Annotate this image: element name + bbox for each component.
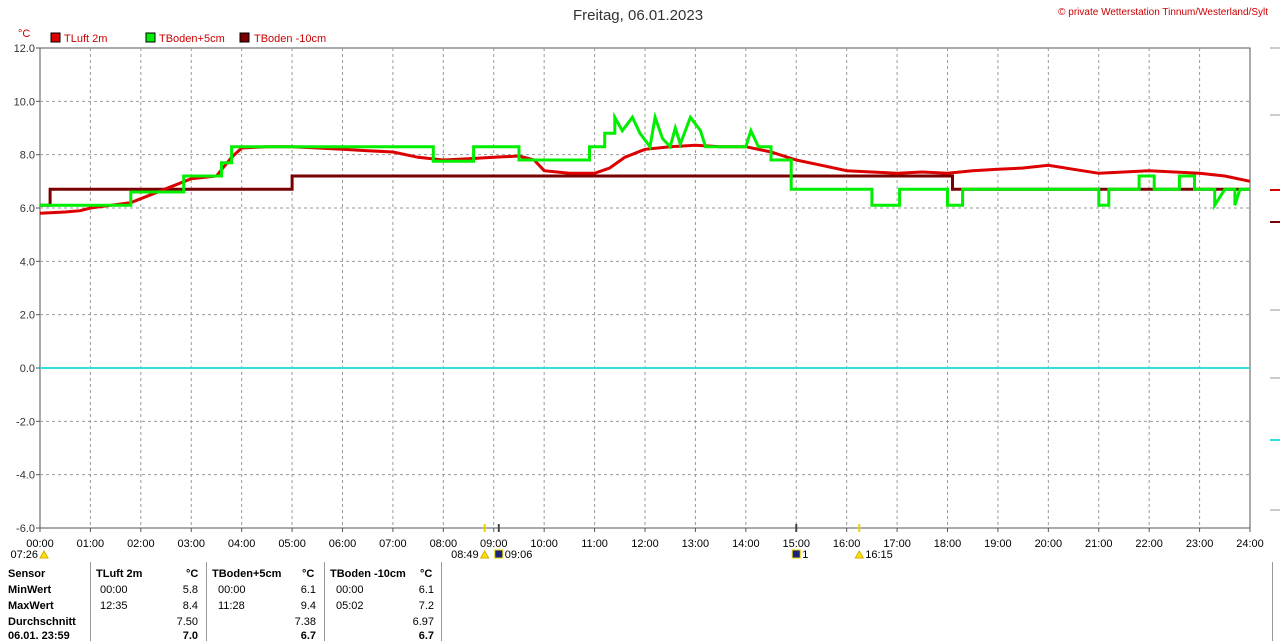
x-tick-label: 17:00 [883, 538, 911, 550]
stats-row-label: 06.01. 23:59 [8, 630, 70, 642]
x-axis: 00:00 01:00 02:00 03:00 04:00 05:00 06:00 07:00… [26, 528, 1264, 550]
stats-row-label: MinWert [8, 584, 52, 596]
x-tick-label: 10:00 [530, 538, 558, 550]
x-tick-label: 15:00 [782, 538, 810, 550]
sun-icon [479, 549, 490, 559]
y-tick-label: -2.0 [16, 416, 35, 428]
sun-moon-events: 07:26 08:49 09:06 1 16:15 [10, 524, 893, 561]
event-label: 16:15 [865, 549, 893, 561]
x-tick-label: 08:00 [430, 538, 458, 550]
stats-tb5-avg: 7.38 [294, 616, 316, 628]
x-tick-label: 16:00 [833, 538, 861, 550]
stats-header-sensor: Sensor [8, 568, 46, 580]
y-axis: 12.0 10.0 8.0 6.0 4.0 2.0 0.0 -2.0 -4.0 -6.0 [14, 43, 40, 535]
x-tick-label: 07:00 [379, 538, 407, 550]
legend-label-tluft: TLuft 2m [64, 33, 107, 45]
stats-tb10-current: 6.7 [418, 630, 434, 642]
stats-header-tluft: TLuft 2m [96, 568, 143, 580]
y-tick-label: 8.0 [20, 150, 35, 162]
x-tick-label: 02:00 [127, 538, 155, 550]
y-tick-label: 4.0 [20, 256, 35, 268]
y-tick-label: 2.0 [20, 310, 35, 322]
y-tick-label: -4.0 [16, 470, 35, 482]
series-line-1 [40, 111, 1250, 211]
stats-tluft-avg: 7.50 [176, 616, 198, 628]
sun-icon [854, 549, 865, 559]
x-tick-label: 18:00 [934, 538, 962, 550]
x-tick-label: 23:00 [1186, 538, 1214, 550]
legend-swatch-tboden5 [145, 32, 156, 43]
stats-tb10-avg: 6.97 [412, 616, 434, 628]
stats-header-tboden10: TBoden -10cm [330, 568, 406, 580]
stats-header-unit: °C [302, 568, 315, 580]
x-tick-label: 14:00 [732, 538, 760, 550]
x-tick-label: 19:00 [984, 538, 1012, 550]
y-tick-label: 12.0 [14, 43, 35, 55]
stats-header-unit: °C [186, 568, 199, 580]
grid [40, 48, 1250, 528]
stats-divider [206, 562, 207, 641]
stats-tb5-max: 9.4 [300, 600, 316, 612]
x-tick-label: 00:00 [26, 538, 54, 550]
x-tick-label: 12:00 [631, 538, 659, 550]
series-lines [39, 111, 1251, 215]
y-tick-label: -6.0 [16, 523, 35, 535]
series-line-2 [40, 174, 1250, 207]
y-unit-label: °C [18, 28, 30, 40]
stats-header-tboden5: TBoden+5cm [212, 568, 282, 580]
stats-header-unit: °C [420, 568, 433, 580]
legend-label-tboden10: TBoden -10cm [254, 33, 326, 45]
legend-swatch-tluft [50, 32, 61, 43]
statistics-table: Sensor MinWert MaxWert Durchschnitt 06.0… [0, 562, 1280, 642]
moon-icon [791, 549, 801, 559]
event-label: 09:06 [505, 549, 533, 561]
stats-right-edge [1272, 562, 1273, 641]
stats-tluft-max-time: 12:35 [100, 600, 128, 612]
legend: TLuft 2m TBoden+5cm TBoden -10cm [50, 32, 326, 45]
stats-tb5-max-time: 11:28 [218, 600, 245, 612]
stats-tb10-max: 7.2 [418, 600, 434, 612]
stats-divider [441, 562, 442, 641]
x-tick-label: 11:00 [581, 538, 608, 550]
x-tick-label: 09:00 [480, 538, 508, 550]
x-tick-label: 04:00 [228, 538, 256, 550]
stats-row-label: Durchschnitt [8, 616, 76, 628]
y-tick-label: 10.0 [14, 96, 35, 108]
y-tick-label: 6.0 [20, 203, 35, 215]
stats-tluft-min: 5.8 [182, 584, 198, 596]
x-tick-label: 24:00 [1236, 538, 1264, 550]
stats-tluft-current: 7.0 [182, 630, 198, 642]
legend-swatch-tboden10 [239, 32, 250, 43]
event-label: 1 [802, 549, 808, 561]
x-tick-label: 05:00 [278, 538, 306, 550]
x-tick-label: 03:00 [177, 538, 205, 550]
stats-tb10-min: 6.1 [418, 584, 434, 596]
x-tick-label: 06:00 [329, 538, 357, 550]
chart-title: Freitag, 06.01.2023 [573, 7, 703, 24]
event-label: 07:26 [10, 549, 38, 561]
stats-tb5-min: 6.1 [300, 584, 316, 596]
x-tick-label: 01:00 [77, 538, 105, 550]
copyright-text: © private Wetterstation Tinnum/Westerlan… [1058, 7, 1268, 18]
y-tick-label: 0.0 [20, 363, 35, 375]
stats-divider [90, 562, 91, 641]
stats-tluft-min-time: 00:00 [100, 584, 128, 596]
stats-tb10-min-time: 00:00 [336, 584, 364, 596]
stats-tb5-current: 6.7 [300, 630, 316, 642]
x-tick-label: 22:00 [1135, 538, 1163, 550]
stats-tb10-max-time: 05:02 [336, 600, 364, 612]
sun-icon [39, 549, 49, 559]
x-tick-label: 20:00 [1035, 538, 1063, 550]
x-tick-label: 21:00 [1085, 538, 1113, 550]
stats-tb5-min-time: 00:00 [218, 584, 246, 596]
moon-icon [494, 549, 504, 559]
temperature-chart: Freitag, 06.01.2023 © private Wetterstat… [10, 7, 1280, 561]
stats-divider [324, 562, 325, 641]
right-edge-markers [1270, 47, 1280, 511]
legend-label-tboden5: TBoden+5cm [159, 33, 225, 45]
stats-tluft-max: 8.4 [182, 600, 198, 612]
x-tick-label: 13:00 [682, 538, 710, 550]
stats-row-label: MaxWert [8, 600, 54, 612]
event-label: 08:49 [451, 549, 479, 561]
